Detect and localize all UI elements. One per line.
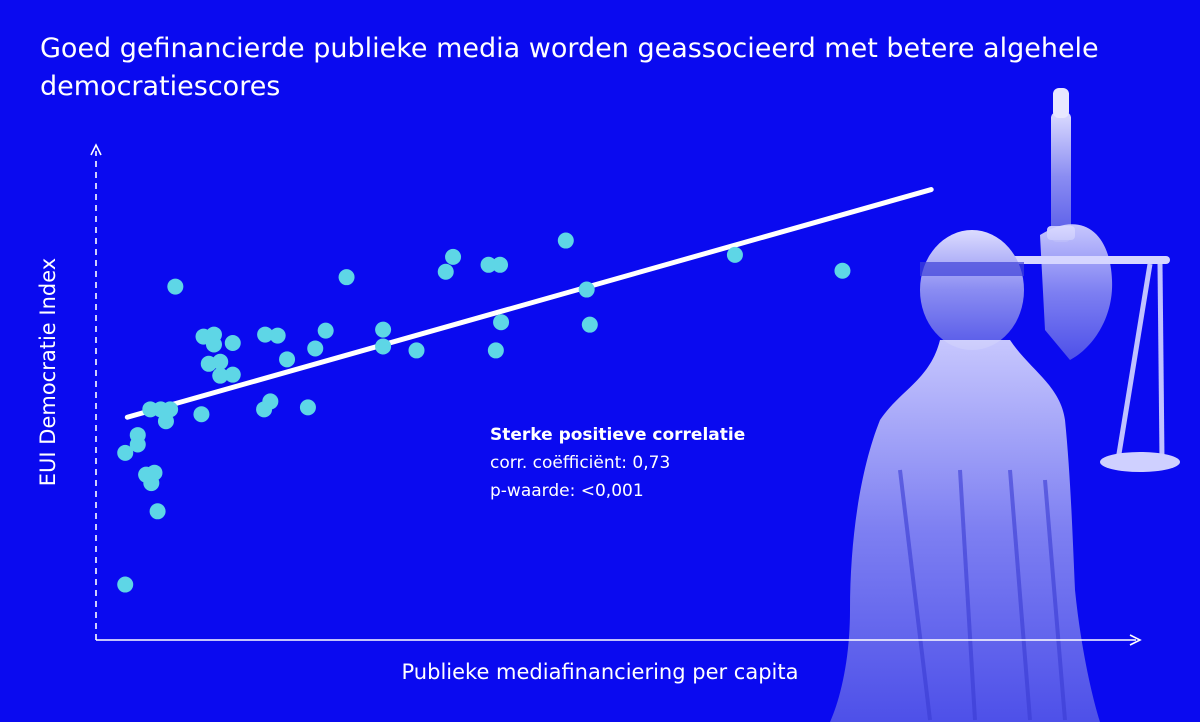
data-point [193, 406, 210, 423]
chart-axes [90, 143, 1142, 646]
statue-scale-pan [1100, 452, 1180, 472]
x-axis-arrow [1129, 634, 1142, 646]
correlation-annotation: Sterke positieve correlatie corr. coëffi… [490, 421, 745, 505]
lady-justice-statue [830, 88, 1180, 722]
trendline [124, 187, 934, 420]
data-point [143, 475, 160, 492]
data-points [117, 232, 851, 593]
data-point [437, 263, 454, 280]
data-point [480, 256, 497, 273]
data-point [299, 399, 316, 416]
data-point [338, 269, 355, 286]
data-point [205, 326, 222, 343]
data-point [834, 262, 851, 279]
data-point [257, 326, 274, 343]
data-point [224, 366, 241, 383]
data-point [492, 256, 509, 273]
data-point [212, 367, 229, 384]
data-point [129, 436, 146, 453]
y-axis-arrow [90, 143, 102, 156]
data-point [581, 316, 598, 333]
data-point [269, 327, 286, 344]
data-point [224, 335, 241, 351]
data-point [408, 342, 425, 359]
annotation-correlation: corr. coëfficiënt: 0,73 [490, 453, 671, 473]
data-point [117, 444, 134, 461]
statue-scale-beam [1000, 256, 1170, 264]
trendline-group [124, 187, 934, 420]
annotation-pvalue: p-waarde: <0,001 [490, 481, 644, 501]
data-point [162, 401, 179, 418]
statue-head [920, 230, 1024, 350]
statue-sword [1051, 112, 1071, 242]
chart-title: Goed gefinancierde publieke media worden… [40, 33, 1099, 102]
data-point [149, 503, 166, 520]
data-point [375, 338, 392, 355]
data-point [279, 351, 296, 368]
data-point [493, 314, 510, 331]
data-point [487, 342, 504, 359]
annotation-title: Sterke positieve correlatie [490, 425, 746, 445]
data-point [375, 321, 392, 338]
data-point [557, 232, 574, 249]
data-point [117, 576, 134, 593]
data-point [726, 246, 743, 263]
x-axis-label: Publieke mediafinanciering per capita [401, 660, 799, 684]
data-point [307, 340, 324, 357]
y-axis-label: EUI Democratie Index [36, 257, 60, 487]
data-point [212, 353, 229, 370]
data-point [262, 393, 279, 410]
data-point [445, 248, 462, 265]
data-point [317, 322, 334, 339]
data-point [578, 281, 595, 298]
data-point [167, 278, 184, 295]
